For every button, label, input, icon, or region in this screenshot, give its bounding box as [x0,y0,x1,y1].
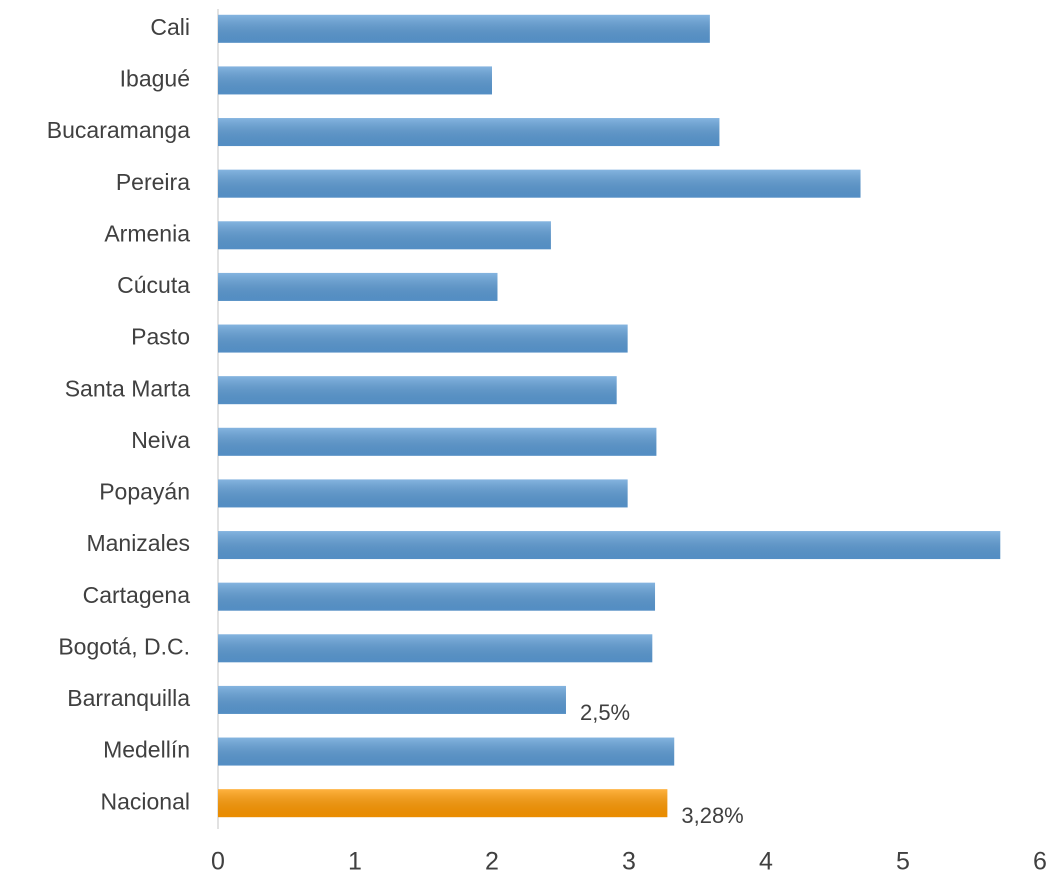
x-tick-label: 2 [485,848,499,876]
bar-shade [218,479,628,508]
y-tick-label: Medellín [103,737,190,763]
bar-shade [218,324,628,353]
x-tick-label: 3 [622,848,636,876]
y-tick-label: Manizales [86,530,190,556]
bar-shade [218,789,668,818]
x-tick-label: 4 [759,848,773,876]
y-tick-label: Cali [150,14,190,40]
bar-shade [218,66,492,95]
y-tick-label: Cartagena [83,582,191,608]
y-tick-label: Neiva [131,427,190,453]
y-tick-label: Nacional [101,788,191,814]
y-tick-label: Bogotá, D.C. [58,633,190,659]
y-tick-label: Popayán [99,479,190,505]
x-tick-label: 1 [348,848,362,876]
bar-shade [218,685,566,714]
y-tick-label: Bucaramanga [47,117,190,143]
x-tick-label: 5 [896,848,910,876]
x-tick-label: 6 [1033,848,1047,876]
y-tick-label: Santa Marta [65,375,190,401]
bar-shade [218,531,1001,560]
bar-shade [218,427,657,456]
bar-shade [218,737,675,766]
data-label: 3,28% [681,803,743,828]
bar-shade [218,582,656,611]
bar-shade [218,14,710,43]
y-tick-label: Pasto [131,324,190,350]
x-tick-label: 0 [211,848,225,876]
bar-shade [218,272,498,301]
y-tick-label: Pereira [116,169,190,195]
y-tick-label: Armenia [104,220,190,246]
y-tick-label: Ibagué [120,66,190,92]
bar-shade [218,376,617,405]
y-tick-label: Cúcuta [117,272,190,298]
bar-shade [218,118,720,147]
bar-shade [218,221,551,250]
bar-shade [218,634,653,663]
bar-shade [218,169,861,198]
y-tick-label: Barranquilla [67,685,190,711]
data-label: 2,5% [580,700,630,725]
